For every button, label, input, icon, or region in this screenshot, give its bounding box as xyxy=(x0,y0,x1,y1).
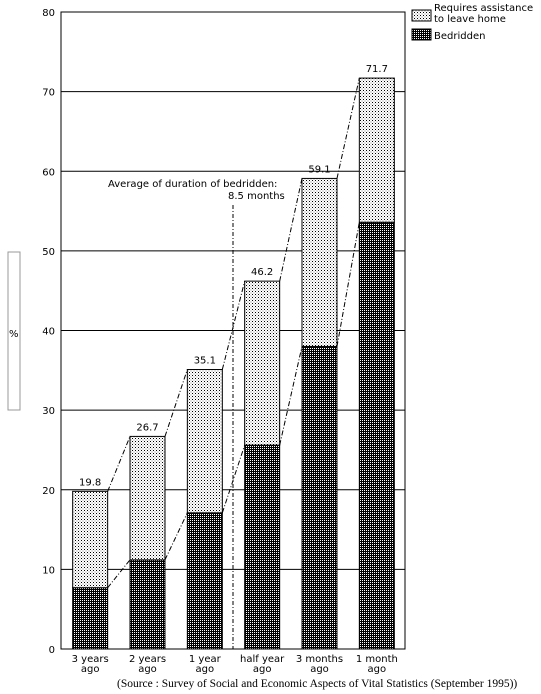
y-tick-label: 30 xyxy=(42,406,55,417)
total-label: 26.7 xyxy=(136,422,158,433)
x-tick-label: 2 years xyxy=(129,654,166,665)
bar-segment-bedridden xyxy=(129,559,166,650)
legend-swatch-bedridden xyxy=(411,28,432,41)
bar-segment-bedridden xyxy=(186,512,223,650)
total-label: 46.2 xyxy=(251,267,273,278)
bars xyxy=(72,77,395,650)
y-tick-label: 10 xyxy=(42,565,55,576)
total-label: 35.1 xyxy=(194,356,216,367)
legend-label-requires-assistance-2: to leave home xyxy=(434,14,506,25)
y-tick-label: 60 xyxy=(42,167,55,178)
legend-swatch-requires-assistance xyxy=(411,9,432,22)
connector-total xyxy=(107,436,131,492)
connector-bedridden xyxy=(107,559,131,589)
bar-segment-bedridden xyxy=(358,221,395,650)
connector-bedridden xyxy=(164,512,188,561)
connector-lines xyxy=(107,77,360,589)
x-tick-label: ago xyxy=(368,664,387,675)
total-label: 59.1 xyxy=(308,164,330,175)
y-axis-ticks: 0 10 20 30 40 50 60 70 80 xyxy=(42,8,55,656)
connector-bedridden xyxy=(279,346,303,446)
x-tick-label: ago xyxy=(253,664,272,675)
bar-segment-bedridden xyxy=(244,444,281,650)
connector-bedridden xyxy=(336,222,360,347)
total-label: 71.7 xyxy=(366,64,388,75)
source-note: (Source : Survey of Social and Economic … xyxy=(117,678,517,690)
connector-total xyxy=(279,178,303,282)
total-labels: 19.8 26.7 35.1 46.2 59.1 71.7 xyxy=(79,64,388,488)
y-tick-label: 50 xyxy=(42,247,55,258)
x-tick-label: ago xyxy=(196,664,215,675)
x-tick-label: half year xyxy=(240,654,285,665)
x-tick-label: 3 months xyxy=(296,654,343,665)
annotation-line-2: 8.5 months xyxy=(228,191,285,202)
connector-total xyxy=(164,369,188,437)
annotation: Average of duration of bedridden: 8.5 mo… xyxy=(108,179,285,649)
total-label: 19.8 xyxy=(79,477,101,488)
x-tick-label: 1 year xyxy=(189,654,222,665)
x-tick-label: 1 month xyxy=(356,654,398,665)
y-tick-label: 70 xyxy=(42,88,55,99)
gridlines xyxy=(61,91,405,570)
bar-segment-requires-assistance xyxy=(358,77,395,223)
bar-segment-bedridden xyxy=(72,587,109,650)
y-tick-label: 40 xyxy=(42,327,55,338)
x-tick-label: 3 years xyxy=(72,654,109,665)
bar-segment-requires-assistance xyxy=(244,280,281,446)
x-tick-label: ago xyxy=(138,664,157,675)
bar-segment-bedridden xyxy=(301,345,338,650)
bar-segment-requires-assistance xyxy=(186,369,223,514)
bar-segment-requires-assistance xyxy=(301,177,338,347)
legend-label-bedridden: Bedridden xyxy=(434,31,485,42)
connector-total xyxy=(336,77,360,179)
legend: Requires assistance to leave home Bedrid… xyxy=(411,3,533,42)
connector-bedridden xyxy=(221,445,246,513)
y-axis-label-box xyxy=(7,251,21,411)
y-tick-label: 0 xyxy=(49,645,55,656)
x-tick-label: ago xyxy=(81,664,100,675)
y-axis-label: % xyxy=(9,329,19,340)
bar-segment-requires-assistance xyxy=(72,490,109,589)
annotation-line-1: Average of duration of bedridden: xyxy=(108,179,277,190)
x-tick-label: ago xyxy=(310,664,329,675)
y-tick-label: 80 xyxy=(42,8,55,19)
bar-segment-requires-assistance xyxy=(129,435,166,561)
legend-label-requires-assistance-1: Requires assistance xyxy=(434,3,533,14)
y-tick-label: 20 xyxy=(42,486,55,497)
